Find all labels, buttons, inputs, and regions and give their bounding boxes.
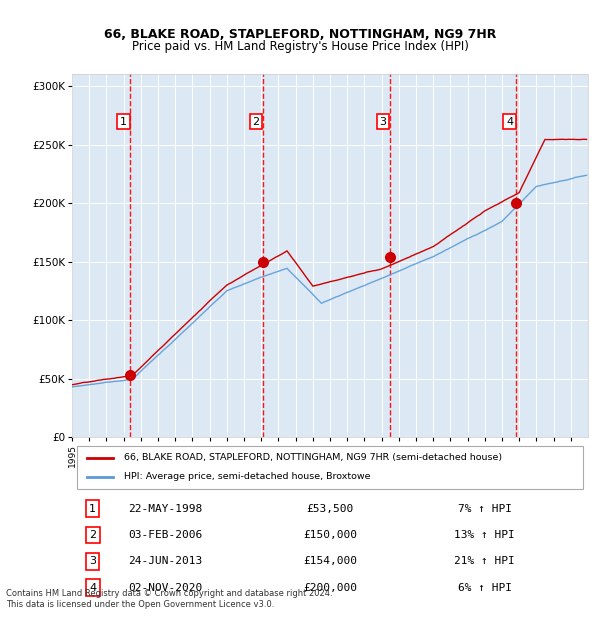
FancyBboxPatch shape [77, 446, 583, 489]
Text: Contains HM Land Registry data © Crown copyright and database right 2024.: Contains HM Land Registry data © Crown c… [6, 589, 332, 598]
Text: 24-JUN-2013: 24-JUN-2013 [128, 556, 202, 567]
Text: 1: 1 [89, 503, 96, 513]
Text: 66, BLAKE ROAD, STAPLEFORD, NOTTINGHAM, NG9 7HR: 66, BLAKE ROAD, STAPLEFORD, NOTTINGHAM, … [104, 28, 496, 41]
Text: Price paid vs. HM Land Registry's House Price Index (HPI): Price paid vs. HM Land Registry's House … [131, 40, 469, 53]
Text: 3: 3 [89, 556, 96, 567]
Text: HPI: Average price, semi-detached house, Broxtowe: HPI: Average price, semi-detached house,… [124, 472, 370, 481]
Text: 2: 2 [253, 117, 259, 126]
Text: 7% ↑ HPI: 7% ↑ HPI [458, 503, 512, 513]
Text: 4: 4 [506, 117, 513, 126]
Text: 03-FEB-2006: 03-FEB-2006 [128, 530, 202, 540]
Text: 21% ↑ HPI: 21% ↑ HPI [454, 556, 515, 567]
Text: 66, BLAKE ROAD, STAPLEFORD, NOTTINGHAM, NG9 7HR (semi-detached house): 66, BLAKE ROAD, STAPLEFORD, NOTTINGHAM, … [124, 453, 502, 463]
Text: 4: 4 [89, 583, 96, 593]
Text: This data is licensed under the Open Government Licence v3.0.: This data is licensed under the Open Gov… [6, 600, 274, 609]
Text: 2: 2 [89, 530, 96, 540]
Text: £200,000: £200,000 [303, 583, 357, 593]
Text: 1: 1 [120, 117, 127, 126]
Text: 02-NOV-2020: 02-NOV-2020 [128, 583, 202, 593]
Text: £154,000: £154,000 [303, 556, 357, 567]
Text: 13% ↑ HPI: 13% ↑ HPI [454, 530, 515, 540]
Text: £53,500: £53,500 [307, 503, 353, 513]
Text: £150,000: £150,000 [303, 530, 357, 540]
Text: 6% ↑ HPI: 6% ↑ HPI [458, 583, 512, 593]
Text: 22-MAY-1998: 22-MAY-1998 [128, 503, 202, 513]
Text: 3: 3 [379, 117, 386, 126]
